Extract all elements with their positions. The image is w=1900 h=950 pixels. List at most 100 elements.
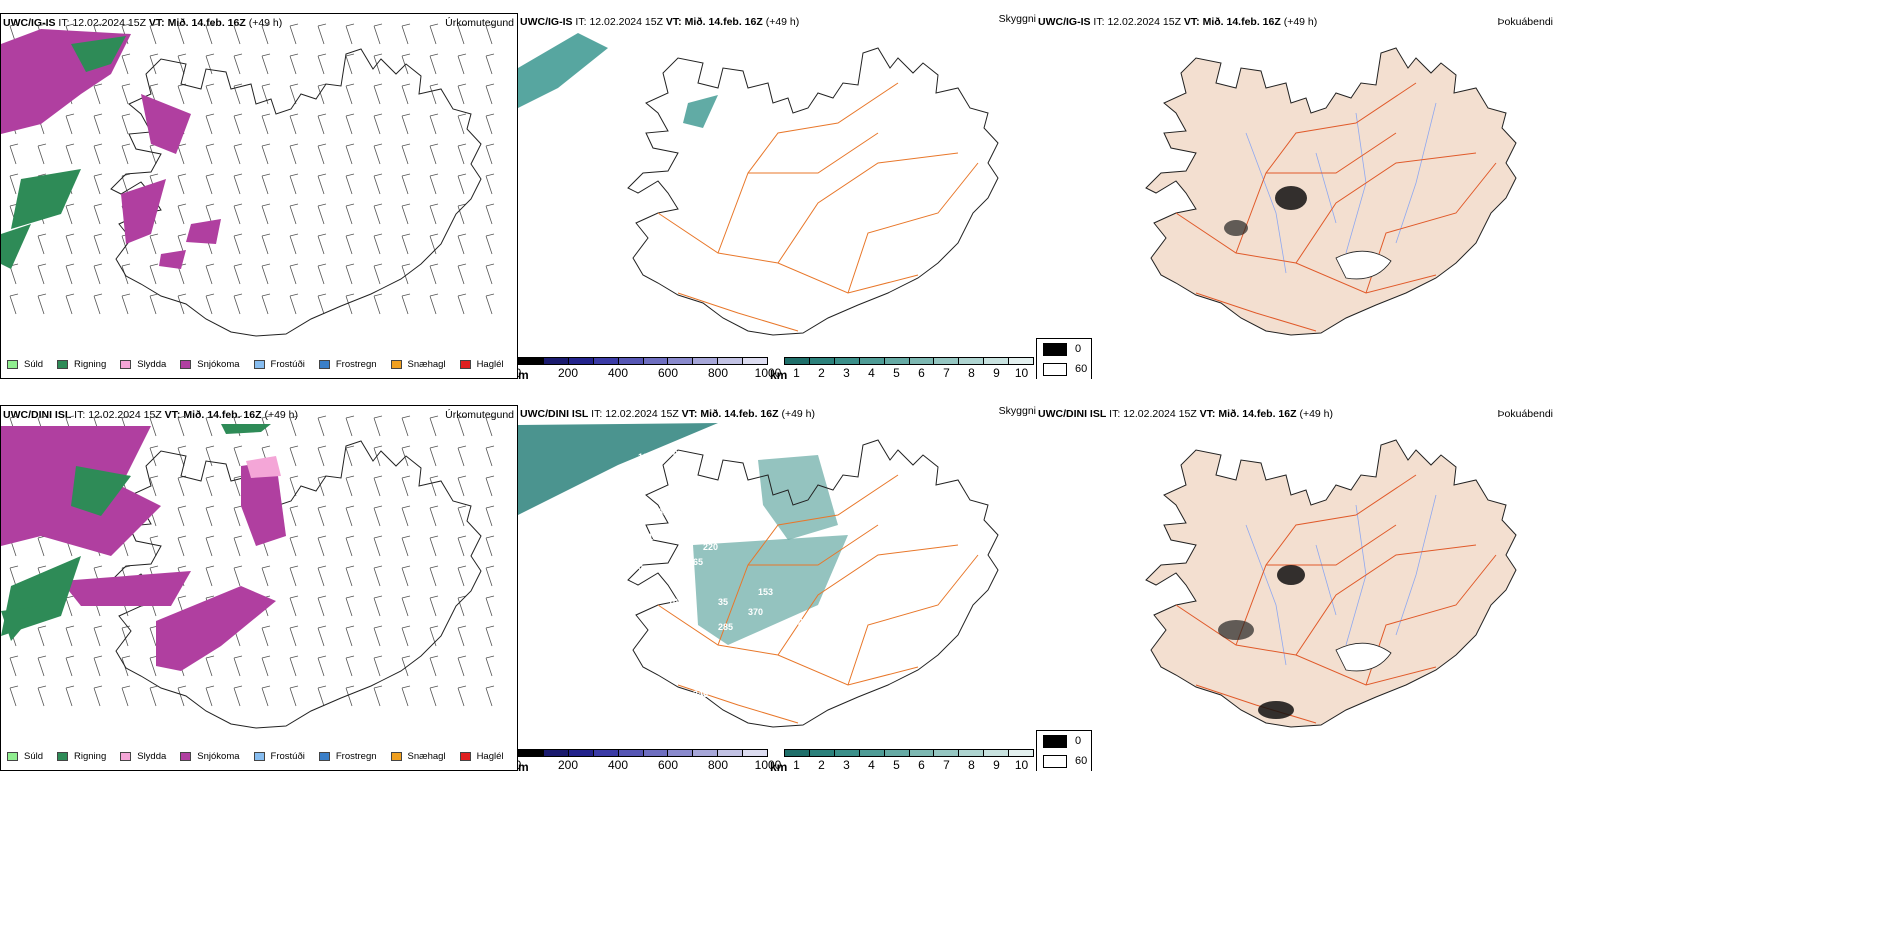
wind-barb xyxy=(149,475,159,497)
scale-tick-label: 2 xyxy=(818,758,825,771)
wind-barb xyxy=(345,475,355,497)
wind-barb xyxy=(345,203,355,225)
wind-barb xyxy=(429,535,439,557)
scale-cell xyxy=(934,750,960,756)
wind-barb xyxy=(205,475,215,497)
snow-area xyxy=(156,586,276,671)
wind-barb xyxy=(373,415,383,437)
scale-cell xyxy=(834,750,860,756)
wind-barb xyxy=(93,173,103,195)
wind-barb xyxy=(289,625,299,647)
legend-swatch xyxy=(253,360,265,369)
wind-barb xyxy=(37,535,47,557)
wind-barb xyxy=(345,23,355,45)
wind-barb xyxy=(401,595,411,617)
wind-barb xyxy=(289,173,299,195)
wind-barb xyxy=(289,263,299,285)
wind-barb xyxy=(429,565,439,587)
visibility-label: 136 xyxy=(638,452,653,462)
scale-cell xyxy=(984,358,1010,364)
legend-label: Rigning xyxy=(74,751,107,762)
wind-barb xyxy=(373,685,383,707)
road-line xyxy=(1195,292,1317,332)
slydda-area xyxy=(246,456,281,478)
road-line xyxy=(847,554,979,686)
wind-barb xyxy=(233,685,243,707)
legend-swatch xyxy=(57,752,69,761)
wind-barb xyxy=(429,113,439,135)
wind-barb xyxy=(429,655,439,677)
road-line xyxy=(1235,474,1417,646)
wind-barb xyxy=(65,685,75,707)
scale-tick-label: 10 xyxy=(1014,758,1029,771)
wind-barb xyxy=(401,415,411,437)
road-line xyxy=(717,82,899,254)
wind-barb xyxy=(289,535,299,557)
wind-barb xyxy=(177,535,187,557)
road-line xyxy=(677,292,799,332)
scale-cell xyxy=(859,358,885,364)
wind-barb xyxy=(401,505,411,527)
scale-tick-label: 1000 xyxy=(754,758,782,771)
wind-barb xyxy=(317,535,327,557)
scale-cell xyxy=(1009,358,1034,364)
wind-barb xyxy=(429,685,439,707)
wind-barb xyxy=(289,233,299,255)
wind-barb xyxy=(121,263,131,285)
wind-barb xyxy=(429,263,439,285)
wind-barb xyxy=(373,535,383,557)
scale-cell xyxy=(718,358,744,364)
scale-cell xyxy=(568,358,594,364)
wind-barb xyxy=(205,415,215,437)
low-cloud-band xyxy=(693,535,848,645)
fog-key-label: 60 xyxy=(1075,755,1088,767)
wind-barb xyxy=(373,625,383,647)
legend-swatch xyxy=(120,360,132,369)
wind-barb xyxy=(429,293,439,315)
legend-label: Snæhagl xyxy=(407,751,446,762)
wind-barb xyxy=(345,415,355,437)
wind-barb xyxy=(485,565,495,587)
low-cloud-band xyxy=(518,33,608,108)
wind-barb xyxy=(317,415,327,437)
wind-barb xyxy=(9,173,19,195)
wind-barb xyxy=(485,173,495,195)
scale-tick-label: 200 xyxy=(557,366,579,379)
wind-barb xyxy=(233,203,243,225)
wind-barb xyxy=(37,263,47,285)
wind-barb xyxy=(289,23,299,45)
wind-barb xyxy=(317,233,327,255)
wind-barb xyxy=(233,53,243,75)
wind-barb xyxy=(401,113,411,135)
visibility-label: 187 xyxy=(648,582,663,592)
wind-barb xyxy=(373,595,383,617)
wind-barb xyxy=(429,625,439,647)
wind-barb xyxy=(317,655,327,677)
wind-barb xyxy=(317,203,327,225)
wind-barb xyxy=(261,53,271,75)
wind-barb xyxy=(317,143,327,165)
precip-type-panel-ig: UWC/IG-IS IT: 12.02.2024 15Z VT: Mið. 14… xyxy=(0,13,518,379)
scale-cell xyxy=(909,358,935,364)
wind-barb xyxy=(177,23,187,45)
wind-barb xyxy=(261,203,271,225)
fog-key: 0 60 xyxy=(1036,338,1092,379)
road-line xyxy=(748,524,879,566)
scale-cell xyxy=(809,358,835,364)
scale-cell xyxy=(519,750,544,756)
wind-barb xyxy=(401,655,411,677)
visibility-label: 246 xyxy=(693,689,708,699)
cloud-visibility-panel-dini: UWC/DINI ISL IT: 12.02.2024 15Z VT: Mið.… xyxy=(518,405,1038,771)
scale-cell xyxy=(859,750,885,756)
wind-barb xyxy=(345,263,355,285)
wind-barb xyxy=(233,475,243,497)
wind-barb xyxy=(457,625,467,647)
scale-tick-label: 800 xyxy=(707,366,729,379)
scale-tick-label: 7 xyxy=(943,366,950,379)
visibility-label: 824 xyxy=(723,647,738,657)
panel-header: UWC/IG-IS IT: 12.02.2024 15Z VT: Mið. 14… xyxy=(1038,16,1318,28)
scale-cell xyxy=(785,358,810,364)
wind-barb xyxy=(429,83,439,105)
wind-barb xyxy=(429,445,439,467)
